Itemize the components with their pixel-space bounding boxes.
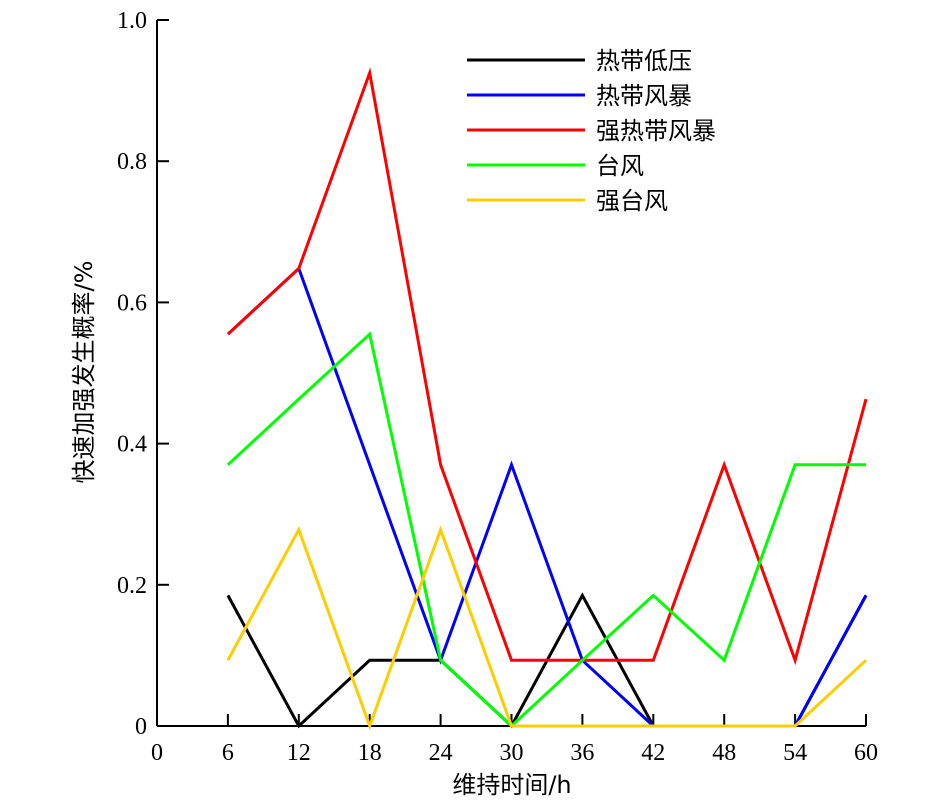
axes <box>156 20 866 727</box>
series-line-4 <box>226 331 866 729</box>
x-tick-label: 36 <box>570 740 594 766</box>
series-line-5 <box>226 525 868 731</box>
legend-label: 热带低压 <box>596 47 692 75</box>
x-tick-label: 30 <box>500 740 524 766</box>
x-tick-label: 6 <box>222 740 234 766</box>
y-tick-label: 0.4 <box>117 432 147 458</box>
x-tick-label: 60 <box>854 740 878 766</box>
y-tick-label: 0 <box>135 714 147 740</box>
legend-label: 台风 <box>596 152 644 180</box>
x-tick-label: 18 <box>358 740 382 766</box>
ticks: 0 6 12 18 24 30 36 42 48 54 60 0 0.2 0.4 0.6 0.8 1.0 <box>117 8 878 766</box>
y-tick-label: 1.0 <box>117 8 147 34</box>
y-tick-label: 0.2 <box>117 573 147 599</box>
y-tick-label: 0.6 <box>117 290 147 316</box>
series-line-2 <box>226 265 868 728</box>
y-axis-title: 快速加强发生概率/% <box>70 261 98 484</box>
legend-label: 强台风 <box>596 187 668 215</box>
x-tick-label: 42 <box>641 740 665 766</box>
legend-label: 热带风暴 <box>596 82 692 110</box>
legend-label: 强热带风暴 <box>596 117 716 145</box>
x-tick-label: 48 <box>712 740 736 766</box>
x-tick-label: 54 <box>783 740 807 766</box>
y-tick-label: 0.8 <box>117 149 147 175</box>
x-axis-title: 维持时间/h <box>452 771 571 799</box>
x-tick-label: 12 <box>287 740 311 766</box>
x-tick-label: 24 <box>429 740 453 766</box>
series-lines <box>226 67 868 731</box>
series-line-3 <box>226 67 868 666</box>
x-tick-label: 0 <box>151 740 163 766</box>
